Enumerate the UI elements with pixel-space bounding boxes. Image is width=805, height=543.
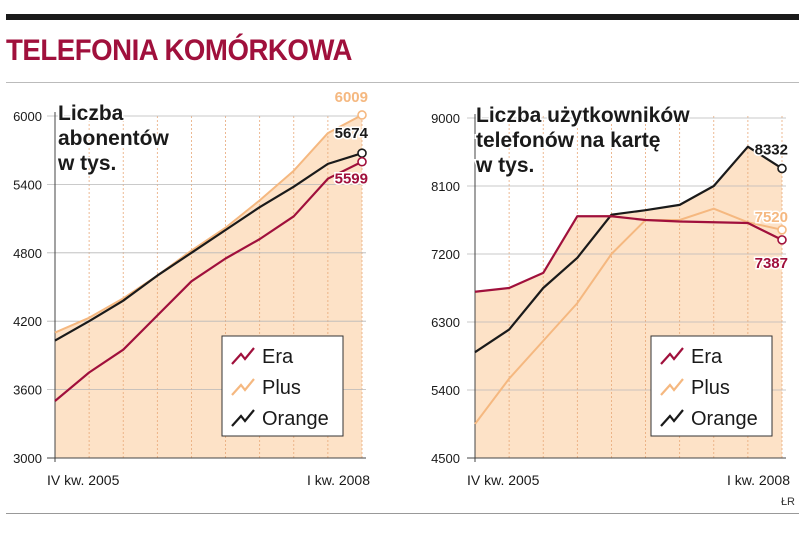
title-divider (6, 82, 799, 83)
legend-swatch-orange (660, 409, 684, 427)
data-label-era: 7387 (755, 255, 788, 272)
y-tick-label: 3600 (13, 383, 42, 398)
y-tick-label: 5400 (431, 383, 460, 398)
y-tick-label: 4200 (13, 314, 42, 329)
y-tick-label: 5400 (13, 177, 42, 192)
chart-title-line: w tys. (475, 154, 534, 177)
legend-label-era: Era (262, 346, 294, 368)
x-tick-label: IV kw. 2005 (47, 472, 120, 488)
legend-swatch-plus (231, 378, 255, 396)
series-line-era (54, 160, 363, 402)
x-tick-label: IV kw. 2005 (467, 472, 540, 488)
series-line-orange (474, 145, 783, 354)
end-point-plus (357, 110, 367, 120)
y-tick-label: 4800 (13, 246, 42, 261)
y-tick-label: 6300 (431, 315, 460, 330)
data-label-era: 5599 (335, 171, 368, 188)
end-point-orange (357, 148, 367, 158)
x-tick-label: I kw. 2008 (307, 472, 370, 488)
chart-panel-1: 3000 3600 4200 4800 5400 6000 IV kw. 2005 I kw.… (13, 87, 370, 488)
legend-label-plus: Plus (262, 377, 301, 399)
end-point-plus (777, 225, 787, 235)
end-point-era (357, 156, 367, 167)
bottom-rule (6, 513, 799, 514)
legend-swatch-era (231, 347, 255, 365)
top-rule (6, 14, 799, 20)
page-title: TELEFONIA KOMÓRKOWA (6, 34, 352, 67)
legend-label-plus: Plus (691, 377, 730, 399)
chart-title-line: Liczba (58, 102, 124, 125)
y-tick-label: 4500 (431, 451, 460, 466)
series-line-era (474, 215, 783, 293)
chart-title-line: abonentów (58, 127, 169, 150)
y-tick-label: 3000 (13, 451, 42, 466)
data-label-plus: 7520 (755, 209, 788, 226)
legend: Era Plus Orange (221, 335, 344, 437)
chart-title-line: Liczba użytkowników (476, 104, 690, 127)
y-tick-label: 8100 (431, 179, 460, 194)
data-label-orange: 5674 (335, 125, 369, 142)
legend-label-era: Era (691, 346, 723, 368)
y-tick-label: 6000 (13, 109, 42, 124)
x-tick-label: I kw. 2008 (727, 472, 790, 488)
legend-label-orange: Orange (262, 408, 329, 430)
y-tick-label: 9000 (431, 111, 460, 126)
legend-label-orange: Orange (691, 408, 758, 430)
legend: Era Plus Orange (650, 335, 773, 437)
chart-title-line: telefonów na kartę (476, 129, 660, 152)
series-line-plus (474, 207, 783, 425)
end-point-orange (777, 163, 787, 174)
data-label-plus: 6009 (335, 89, 368, 106)
series-line-plus (54, 114, 363, 334)
end-point-era (777, 235, 787, 245)
legend-swatch-orange (231, 409, 255, 427)
data-label-orange: 8332 (755, 141, 788, 158)
y-tick-label: 7200 (431, 247, 460, 262)
series-line-orange (54, 152, 363, 342)
legend-swatch-era (660, 347, 684, 365)
author-credit: ŁR (780, 496, 795, 508)
legend-swatch-plus (660, 378, 684, 396)
chart-panel-2: 4500 5400 6300 7200 8100 9000 IV kw. 2005 I kw.… (431, 103, 790, 489)
chart-title-line: w tys. (57, 152, 116, 175)
